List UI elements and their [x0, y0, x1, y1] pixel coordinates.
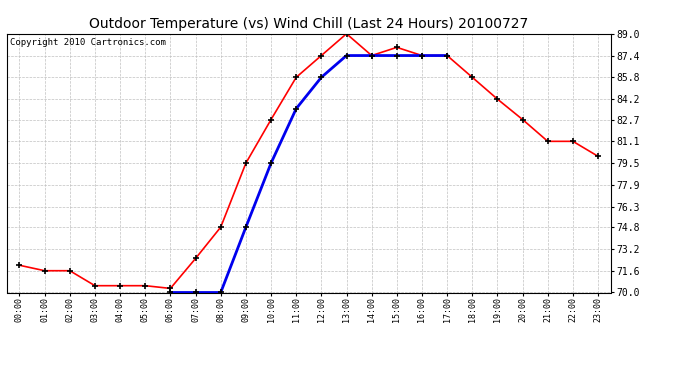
Title: Outdoor Temperature (vs) Wind Chill (Last 24 Hours) 20100727: Outdoor Temperature (vs) Wind Chill (Las… — [89, 17, 529, 31]
Text: Copyright 2010 Cartronics.com: Copyright 2010 Cartronics.com — [10, 38, 166, 46]
